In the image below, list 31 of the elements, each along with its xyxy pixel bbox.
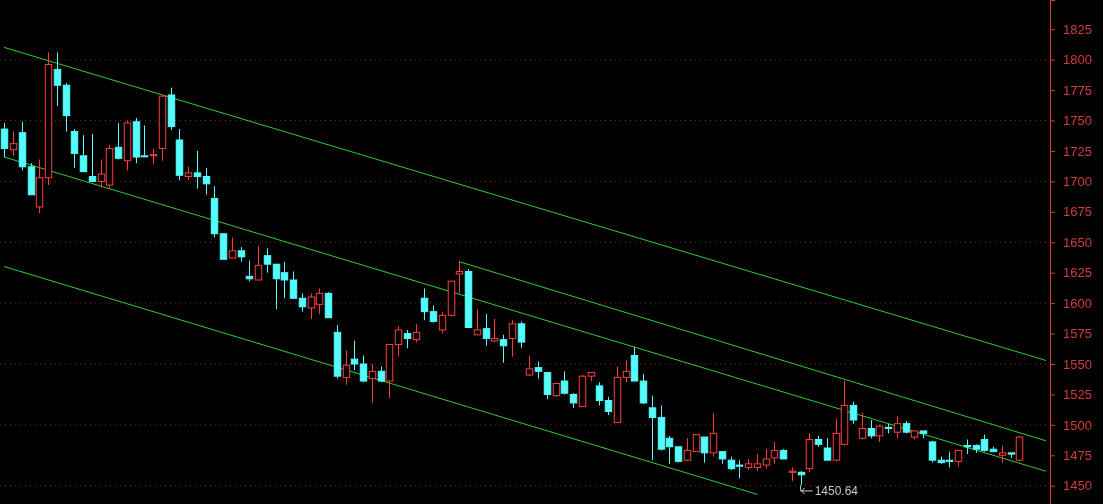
candlestick <box>368 363 377 404</box>
y-tick-label: 1550 <box>1063 356 1092 372</box>
y-tick-label: 1475 <box>1063 447 1092 463</box>
y-tick-label: 1625 <box>1063 265 1092 281</box>
y-tick-label: 1500 <box>1063 417 1092 433</box>
candlestick <box>482 313 491 347</box>
candlestick <box>333 324 342 380</box>
y-tick-label: 1725 <box>1063 143 1092 159</box>
candlestick <box>193 150 202 190</box>
y-tick-label: 1650 <box>1063 234 1092 250</box>
annotation: 1450.64 <box>814 483 859 498</box>
y-tick-label: 1450 <box>1063 478 1092 494</box>
y-tick-label: 1775 <box>1063 82 1092 98</box>
candlestick <box>648 395 657 461</box>
y-tick-label: 1700 <box>1063 174 1092 190</box>
y-tick-label: 1800 <box>1063 52 1092 68</box>
candlestick <box>53 51 62 107</box>
y-tick-label: 1675 <box>1063 204 1092 220</box>
candlestick <box>44 51 53 186</box>
candlestick <box>62 82 71 132</box>
y-tick-label: 1575 <box>1063 326 1092 342</box>
candlestick <box>158 95 167 162</box>
candlestick <box>342 350 351 386</box>
candlestick <box>70 128 79 169</box>
y-tick-label: 1600 <box>1063 295 1092 311</box>
candlestick <box>9 130 18 157</box>
candlestick <box>298 292 307 313</box>
y-tick-label: 1825 <box>1063 21 1092 37</box>
candlestick <box>455 260 464 294</box>
y-tick-label: 1750 <box>1063 113 1092 129</box>
y-tick-label: 1525 <box>1063 387 1092 403</box>
